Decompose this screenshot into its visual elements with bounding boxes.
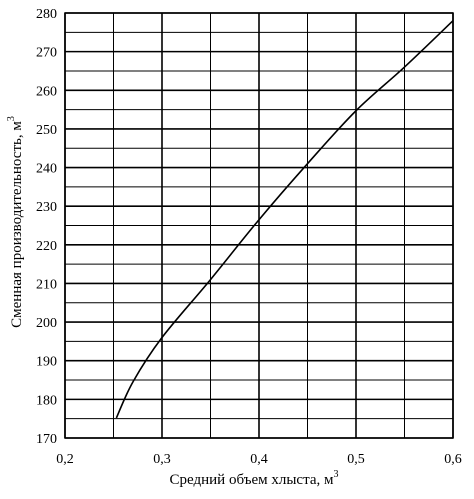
x-tick-label: 0,2 bbox=[56, 452, 74, 467]
y-tick-label: 260 bbox=[36, 84, 57, 99]
y-tick-label: 190 bbox=[36, 355, 57, 370]
y-tick-label: 280 bbox=[36, 7, 57, 22]
y-tick-label: 210 bbox=[36, 277, 57, 292]
x-tick-label: 0,3 bbox=[153, 452, 171, 467]
y-tick-label: 240 bbox=[36, 162, 57, 177]
x-tick-label: 0,5 bbox=[347, 452, 365, 467]
y-tick-label: 220 bbox=[36, 239, 57, 254]
x-tick-label: 0,6 bbox=[444, 452, 462, 467]
x-axis-title: Средний объем хлыста, м3 bbox=[170, 469, 339, 488]
y-tick-labels: 170 180 190 200 210 220 230 240 250 260 270 280 bbox=[36, 7, 57, 447]
series-layer bbox=[115, 20, 454, 419]
series-line bbox=[115, 20, 454, 419]
x-tick-labels: 0,2 0,3 0,4 0,5 0,6 bbox=[56, 452, 462, 467]
y-tick-label: 200 bbox=[36, 316, 57, 331]
plot-frame bbox=[64, 12, 454, 439]
y-axis-title: Сменная производительность, м3 bbox=[6, 116, 25, 328]
y-tick-label: 180 bbox=[36, 393, 57, 408]
y-tick-label: 230 bbox=[36, 200, 57, 215]
y-tick-label: 170 bbox=[36, 432, 57, 447]
y-tick-label: 250 bbox=[36, 123, 57, 138]
y-tick-label: 270 bbox=[36, 46, 57, 61]
x-tick-label: 0,4 bbox=[250, 452, 268, 467]
